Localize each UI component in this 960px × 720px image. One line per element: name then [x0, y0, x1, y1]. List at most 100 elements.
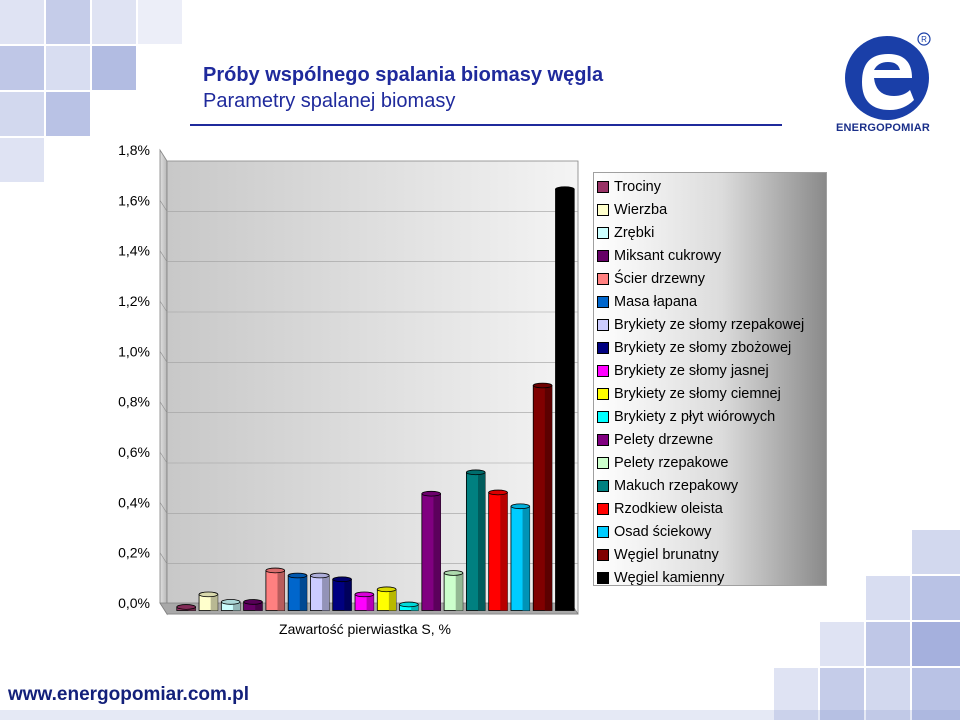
decorative-square [866, 622, 910, 666]
legend-item: Brykiety ze słomy ciemnej [594, 382, 826, 405]
bar [510, 503, 531, 611]
legend-swatch [597, 249, 609, 262]
legend-swatch [597, 341, 609, 354]
chart-back-wall [166, 160, 579, 615]
decorative-square [774, 668, 818, 720]
legend-item: Miksant cukrowy [594, 244, 826, 267]
chart-side-wall [159, 148, 168, 616]
bar [443, 570, 464, 611]
legend-item: Brykiety z płyt wiórowych [594, 405, 826, 428]
y-tick-label: 0,0% [118, 595, 150, 611]
legend-swatch [597, 272, 609, 285]
legend-swatch [597, 456, 609, 469]
legend-item: Rzodkiew oleista [594, 497, 826, 520]
legend-label: Brykiety z płyt wiórowych [614, 408, 776, 425]
legend-label: Osad ściekowy [614, 523, 712, 540]
legend-label: Makuch rzepakowy [614, 477, 739, 494]
legend-swatch [597, 226, 609, 239]
legend-item: Trociny [594, 175, 826, 198]
legend-swatch [597, 387, 609, 400]
bar [198, 591, 219, 611]
y-tick-label: 0,8% [118, 394, 150, 410]
chart-plot-area [159, 148, 579, 616]
decorative-square [0, 0, 44, 44]
y-tick-label: 1,4% [118, 243, 150, 259]
legend-item: Makuch rzepakowy [594, 474, 826, 497]
bar [310, 572, 330, 611]
legend-swatch [597, 433, 609, 446]
legend-swatch [597, 479, 609, 492]
legend-swatch [597, 502, 609, 515]
legend-swatch [597, 295, 609, 308]
legend-label: Trociny [614, 178, 661, 195]
decorative-square [92, 46, 136, 90]
decorative-square [866, 668, 910, 720]
legend-label: Węgiel brunatny [614, 546, 719, 563]
gridline [159, 300, 168, 313]
decorative-square [46, 0, 90, 44]
legend-label: Wierzba [614, 201, 668, 218]
bar [488, 489, 508, 611]
legend-item: Brykiety ze słomy rzepakowej [594, 313, 826, 336]
decorative-square [820, 622, 864, 666]
legend-item: Ścier drzewny [594, 267, 826, 290]
bar [532, 382, 553, 611]
legend-label: Węgiel kamienny [614, 569, 725, 586]
bar [354, 591, 375, 611]
bar [399, 601, 419, 611]
gridline [159, 451, 168, 464]
gridline [159, 149, 168, 162]
legend-label: Miksant cukrowy [614, 247, 722, 264]
bar [176, 604, 196, 611]
decorative-square [0, 46, 44, 90]
bar [376, 586, 397, 611]
legend-label: Masa łapana [614, 293, 698, 310]
y-tick-label: 1,0% [118, 343, 150, 359]
legend-item: Brykiety ze słomy zbożowej [594, 336, 826, 359]
gridline [159, 502, 168, 514]
legend-swatch [597, 525, 609, 538]
legend-swatch [597, 571, 609, 584]
legend-item: Zrębki [594, 221, 826, 244]
gridline [159, 401, 168, 413]
legend-item: Pelety rzepakowe [594, 451, 826, 474]
legend-item: Osad ściekowy [594, 520, 826, 543]
slide-subtitle: Parametry spalanej biomasy [203, 90, 456, 112]
legend-item: Masa łapana [594, 290, 826, 313]
legend-item: Węgiel kamienny [594, 566, 826, 589]
decorative-square [912, 530, 960, 574]
decorative-square [0, 92, 44, 136]
legend-label: Brykiety ze słomy zbożowej [614, 339, 792, 356]
decorative-square [912, 668, 960, 720]
x-axis-label: Zawartość pierwiastka S, % [279, 621, 451, 637]
legend-swatch [597, 318, 609, 331]
y-tick-label: 1,6% [118, 192, 150, 208]
bar [555, 186, 575, 611]
legend-label: Brykiety ze słomy rzepakowej [614, 316, 805, 333]
energopomiar-logo-icon: R [845, 32, 931, 120]
legend-label: Pelety rzepakowe [614, 454, 729, 471]
bar [243, 599, 263, 611]
bar [332, 576, 352, 611]
y-tick-label: 0,6% [118, 444, 150, 460]
gridline [159, 250, 168, 262]
title-underline [190, 124, 782, 126]
bar [287, 572, 308, 611]
y-axis: 0,0% 0,2% 0,4% 0,6% 0,8% 1,0% 1,2% 1,4% 1,6% 1,8% [118, 142, 150, 611]
y-tick-label: 1,8% [118, 142, 150, 158]
legend-item: Węgiel brunatny [594, 543, 826, 566]
decorative-square [46, 46, 90, 90]
chart-legend: Trociny Wierzba Zrębki Miksant cukrowy Ścier… [593, 172, 827, 586]
legend-swatch [597, 180, 609, 193]
y-tick-label: 0,4% [118, 494, 150, 510]
legend-label: Zrębki [614, 224, 655, 241]
footer-url[interactable]: www.energopomiar.com.pl [8, 684, 250, 705]
bar [220, 599, 241, 611]
bar [421, 490, 441, 611]
gridline [159, 200, 168, 212]
legend-label: Pelety drzewne [614, 431, 714, 448]
legend-swatch [597, 203, 609, 216]
decorative-square [866, 576, 910, 620]
